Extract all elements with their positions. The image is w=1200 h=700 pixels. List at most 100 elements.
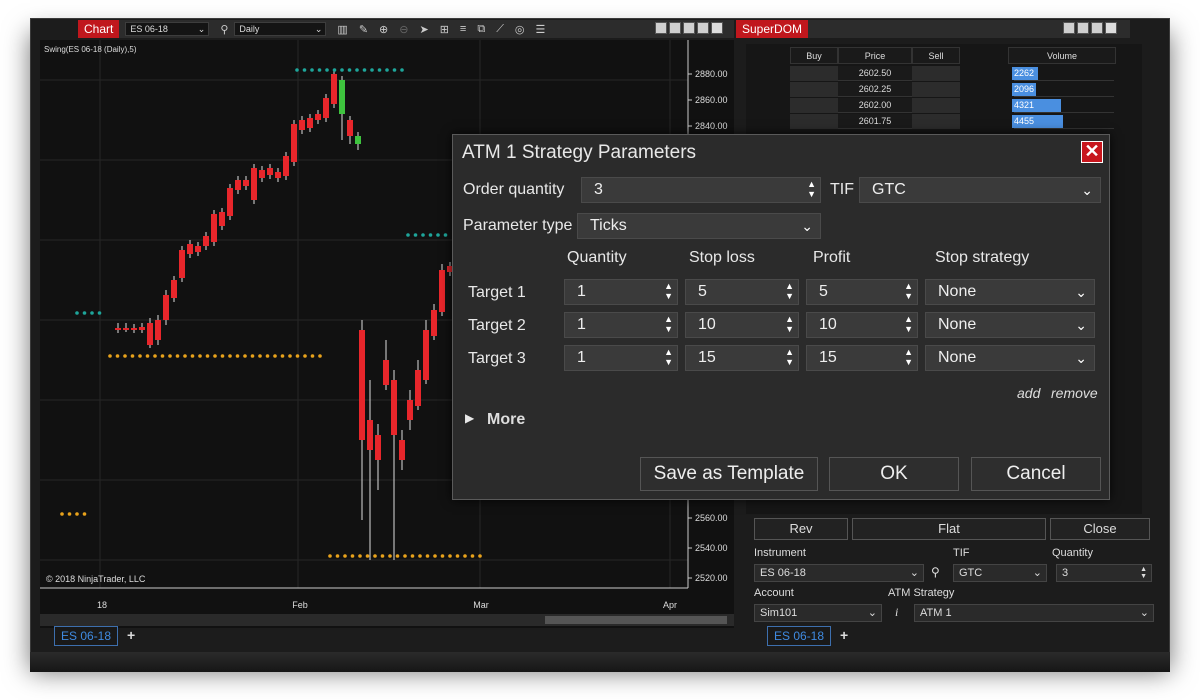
refresh-icon[interactable]: ◎ — [514, 23, 525, 36]
swing-dot — [273, 354, 277, 358]
order-quantity-stepper[interactable]: 3 ▲ ▼ — [581, 177, 821, 203]
superdom-instrument-tab[interactable]: ES 06-18 — [767, 626, 832, 646]
expand-arrow-icon[interactable]: ▶ — [465, 411, 475, 425]
buy-cell[interactable] — [790, 114, 838, 129]
search-icon[interactable]: ⚲ — [931, 565, 940, 579]
bearish-candle — [439, 270, 445, 312]
account-select[interactable]: Sim101 ⌄ — [754, 604, 882, 622]
interval-selector[interactable]: Daily ⌄ — [234, 22, 327, 36]
dom-row[interactable]: 2602.00 4321 — [790, 98, 1116, 114]
swing-dot — [160, 354, 165, 358]
target-profit-stepper[interactable]: 5 ▲ ▼ — [806, 279, 918, 305]
chart-trader-icon[interactable]: ⧉ — [477, 22, 486, 35]
target-quantity-stepper[interactable]: 1 ▲ ▼ — [564, 312, 678, 338]
add-target-link[interactable]: add — [1017, 385, 1041, 401]
target-profit-stepper[interactable]: 15 ▲ ▼ — [806, 345, 918, 371]
buy-cell[interactable] — [790, 82, 838, 97]
minimize-icon[interactable] — [1077, 22, 1089, 34]
target-stop-strategy-select[interactable]: None ⌄ — [925, 279, 1095, 305]
parameter-type-select[interactable]: Ticks ⌄ — [577, 213, 821, 239]
target-stop-loss-stepper[interactable]: 15 ▲ ▼ — [685, 345, 799, 371]
pointer-icon[interactable]: ➤ — [419, 23, 429, 36]
bearish-candle — [383, 360, 389, 385]
add-tab-icon[interactable]: + — [840, 627, 849, 643]
draw-pencil-icon[interactable]: ✎ — [358, 23, 369, 36]
instrument-selector[interactable]: ES 06-18 ⌄ — [125, 22, 210, 36]
atm-strategy-select[interactable]: ATM 1 ⌄ — [914, 604, 1154, 622]
superdom-window-controls — [1063, 22, 1117, 34]
superdom-window-tab[interactable]: SuperDOM — [736, 20, 809, 38]
swing-dot — [302, 68, 307, 72]
target-quantity-stepper[interactable]: 1 ▲ ▼ — [564, 279, 678, 305]
maximize-icon[interactable] — [697, 22, 709, 34]
close-icon[interactable] — [1105, 22, 1117, 34]
swing-dot — [168, 354, 172, 358]
bearish-candle — [359, 330, 365, 440]
search-icon[interactable]: ⚲ — [220, 23, 229, 36]
chart-scrollbar[interactable] — [40, 614, 734, 626]
buy-cell[interactable] — [790, 98, 838, 113]
close-icon[interactable] — [711, 22, 723, 34]
minimize-icon[interactable] — [683, 22, 695, 34]
zoom-in-icon[interactable]: ⊕ — [379, 23, 389, 36]
properties-icon[interactable]: ☰ — [535, 23, 546, 36]
dom-row[interactable]: 2602.50 2262 — [790, 66, 1116, 82]
add-tab-icon[interactable]: + — [127, 627, 136, 643]
price-cell: 2602.00 — [838, 98, 912, 113]
bearish-candle — [171, 280, 177, 298]
close-position-button[interactable]: Close — [1050, 518, 1150, 540]
tile-icon[interactable] — [669, 22, 681, 34]
maximize-icon[interactable] — [1091, 22, 1103, 34]
order-entry-icon[interactable]: ≡ — [459, 23, 467, 35]
swing-dot — [75, 512, 79, 516]
scrollbar-thumb[interactable] — [545, 616, 727, 624]
swing-dot — [183, 354, 187, 358]
flat-button[interactable]: Flat — [852, 518, 1046, 540]
sell-cell[interactable] — [912, 82, 960, 97]
more-toggle[interactable]: More — [487, 411, 526, 428]
bar-type-icon[interactable]: ▥ — [337, 23, 348, 36]
swing-dot — [332, 68, 337, 72]
target-stop-strategy-select[interactable]: None ⌄ — [925, 345, 1095, 371]
tif-select[interactable]: GTC ⌄ — [859, 177, 1101, 203]
zoom-out-icon[interactable]: ⊖ — [399, 23, 409, 36]
data-box-icon[interactable]: ⊞ — [439, 23, 449, 36]
ok-button[interactable]: OK — [829, 457, 959, 491]
link-icon[interactable] — [655, 22, 667, 34]
swing-dot — [97, 311, 102, 315]
save-as-template-button[interactable]: Save as Template — [640, 457, 818, 491]
target-stop-strategy-select[interactable]: None ⌄ — [925, 312, 1095, 338]
quantity-stepper[interactable]: 3 ▲ ▼ — [1056, 564, 1152, 582]
target-stop-loss-stepper[interactable]: 5 ▲ ▼ — [685, 279, 799, 305]
target-stop-loss-stepper[interactable]: 10 ▲ ▼ — [685, 312, 799, 338]
info-icon[interactable]: i — [895, 605, 899, 619]
target-quantity-stepper[interactable]: 1 ▲ ▼ — [564, 345, 678, 371]
target-profit-stepper[interactable]: 10 ▲ ▼ — [806, 312, 918, 338]
swing-dot — [325, 68, 329, 72]
swing-dot — [67, 512, 72, 516]
chart-window-tab[interactable]: Chart — [78, 20, 120, 38]
dom-row[interactable]: 2602.25 2096 — [790, 82, 1116, 98]
swing-dot — [370, 68, 374, 72]
rev-button[interactable]: Rev — [754, 518, 848, 540]
volume-bar — [1012, 99, 1061, 112]
cancel-button[interactable]: Cancel — [971, 457, 1101, 491]
close-icon[interactable]: ✕ — [1081, 141, 1103, 163]
tif-select[interactable]: GTC ⌄ — [953, 564, 1047, 582]
sell-cell[interactable] — [912, 66, 960, 81]
buy-cell[interactable] — [790, 66, 838, 81]
dom-row[interactable]: 2601.75 4455 — [790, 114, 1116, 130]
bearish-candle — [315, 114, 321, 120]
instrument-select[interactable]: ES 06-18 ⌄ — [754, 564, 924, 582]
remove-target-link[interactable]: remove — [1051, 385, 1098, 401]
x-tick-label: Feb — [292, 600, 308, 610]
volume-cell: 2096 — [1014, 82, 1114, 97]
sell-cell[interactable] — [912, 114, 960, 129]
swing-dot — [123, 354, 127, 358]
bearish-candle — [299, 120, 305, 130]
tile-icon[interactable] — [1063, 22, 1075, 34]
volume-column-header: Volume — [1008, 47, 1116, 64]
chart-instrument-tab[interactable]: ES 06-18 — [54, 626, 119, 646]
sell-cell[interactable] — [912, 98, 960, 113]
strategies-icon[interactable]: ⟋ — [496, 22, 504, 35]
